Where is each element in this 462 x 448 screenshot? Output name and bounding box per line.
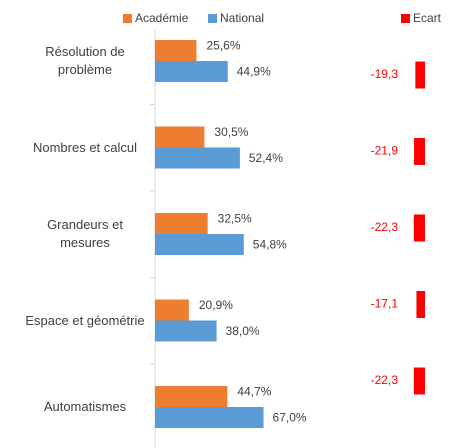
- legend-swatch: [401, 14, 410, 23]
- value-label: 67,0%: [273, 411, 307, 425]
- legend-label: National: [220, 11, 264, 25]
- bar: [416, 291, 425, 318]
- value-label: -17,1: [371, 297, 399, 311]
- value-label: 44,7%: [237, 385, 271, 399]
- bar: [413, 214, 425, 242]
- value-label: -21,9: [371, 144, 399, 158]
- category-label: Résolution de problème: [45, 44, 125, 77]
- legend-label: Académie: [135, 11, 189, 25]
- bar: [414, 138, 425, 165]
- category-label: Nombres et calcul: [32, 139, 138, 155]
- value-label: 44,9%: [237, 65, 271, 79]
- bar: [415, 61, 425, 89]
- category-label: Espace et géométrie: [25, 312, 145, 328]
- value-label: 32,5%: [218, 212, 252, 226]
- bar: [155, 126, 205, 148]
- bar: [155, 213, 208, 234]
- bar: [155, 147, 240, 169]
- value-label: -22,3: [371, 373, 399, 387]
- category-label: Automatismes: [43, 399, 127, 414]
- value-label: -19,3: [371, 67, 399, 81]
- value-label: 52,4%: [249, 151, 283, 165]
- bar: [155, 234, 244, 255]
- legend-swatch: [208, 14, 217, 23]
- value-label: 30,5%: [214, 125, 248, 139]
- bar: [413, 367, 425, 395]
- bar: [155, 299, 189, 321]
- bar: [155, 407, 264, 428]
- category-label: Grandeurs et mesures: [47, 217, 123, 250]
- bar: [155, 386, 228, 407]
- legend-swatch: [123, 14, 132, 23]
- bar: [155, 61, 228, 82]
- bar: [155, 40, 197, 61]
- value-label: 38,0%: [226, 324, 260, 338]
- value-label: -22,3: [371, 220, 399, 234]
- value-label: 20,9%: [199, 298, 233, 312]
- bar: [155, 320, 217, 342]
- value-label: 25,6%: [206, 39, 240, 53]
- value-label: 54,8%: [253, 238, 287, 252]
- legend-label: Ecart: [413, 11, 442, 25]
